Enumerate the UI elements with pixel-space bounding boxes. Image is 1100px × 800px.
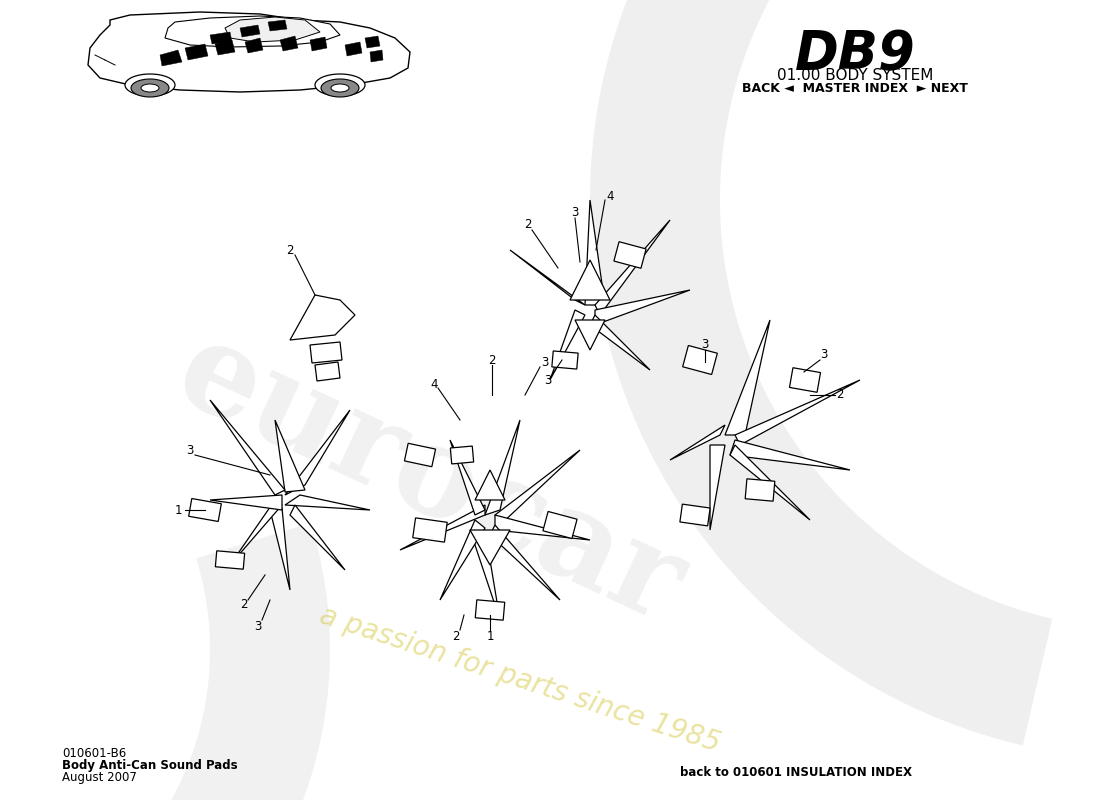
Polygon shape [680,504,711,526]
Text: 3: 3 [541,355,549,369]
Polygon shape [230,500,282,565]
Polygon shape [570,260,611,300]
Polygon shape [485,420,520,515]
Polygon shape [275,420,305,492]
Text: Body Anti-Can Sound Pads: Body Anti-Can Sound Pads [62,759,238,772]
Polygon shape [280,36,298,51]
Polygon shape [585,200,605,305]
Polygon shape [365,36,380,48]
Polygon shape [440,520,485,600]
Polygon shape [614,242,646,268]
Polygon shape [310,37,327,51]
Polygon shape [450,440,485,515]
Ellipse shape [141,84,160,92]
Text: 3: 3 [544,374,552,386]
Polygon shape [590,315,650,370]
Polygon shape [470,530,500,620]
Text: back to 010601 INSULATION INDEX: back to 010601 INSULATION INDEX [680,766,912,779]
Polygon shape [475,470,505,500]
Polygon shape [160,50,182,66]
Polygon shape [710,445,725,530]
Text: 3: 3 [186,443,194,457]
Polygon shape [412,518,448,542]
Text: 2: 2 [836,389,844,402]
Polygon shape [240,25,260,37]
Ellipse shape [125,74,175,96]
Polygon shape [510,250,585,305]
Polygon shape [745,479,774,501]
Polygon shape [210,32,232,44]
Polygon shape [595,290,690,325]
Polygon shape [725,320,770,435]
Polygon shape [315,362,340,381]
Polygon shape [285,410,350,495]
Polygon shape [189,498,221,522]
Text: eurocar: eurocar [158,310,702,650]
Polygon shape [590,0,1053,746]
Polygon shape [683,346,717,374]
Text: 2: 2 [240,598,248,611]
Polygon shape [790,368,821,392]
Text: a passion for parts since 1985: a passion for parts since 1985 [316,602,724,758]
Text: 1: 1 [486,630,494,642]
Polygon shape [730,440,850,470]
Ellipse shape [131,79,169,97]
Polygon shape [310,342,342,363]
Polygon shape [0,523,330,800]
Text: 3: 3 [571,206,579,219]
Text: 3: 3 [702,338,708,351]
Polygon shape [543,511,578,538]
Polygon shape [595,220,670,315]
Polygon shape [400,505,485,550]
Polygon shape [670,425,725,460]
Text: 4: 4 [606,190,614,202]
Text: 2: 2 [525,218,531,231]
Polygon shape [405,443,436,466]
Ellipse shape [315,74,365,96]
Text: 4: 4 [430,378,438,390]
Polygon shape [165,16,340,47]
Text: 3: 3 [254,621,262,634]
Polygon shape [552,351,579,369]
Polygon shape [285,495,370,510]
Text: DB9: DB9 [794,28,915,80]
Ellipse shape [321,79,359,97]
Polygon shape [735,380,860,445]
Polygon shape [226,17,320,42]
Polygon shape [345,42,362,56]
Text: 01.00 BODY SYSTEM: 01.00 BODY SYSTEM [777,68,933,83]
Polygon shape [268,20,287,31]
Polygon shape [575,320,605,350]
Polygon shape [495,450,580,525]
Polygon shape [210,400,285,495]
Polygon shape [450,446,474,464]
Polygon shape [270,508,290,590]
Text: 1: 1 [174,503,182,517]
Text: 010601-B6: 010601-B6 [62,747,126,760]
Polygon shape [370,50,383,62]
Polygon shape [245,38,263,53]
Polygon shape [214,40,235,55]
Text: 2: 2 [286,243,294,257]
Text: August 2007: August 2007 [62,771,136,784]
Text: BACK ◄  MASTER INDEX  ► NEXT: BACK ◄ MASTER INDEX ► NEXT [742,82,968,95]
Polygon shape [470,530,510,565]
Polygon shape [495,515,590,540]
Polygon shape [290,295,355,340]
Ellipse shape [331,84,349,92]
Polygon shape [290,505,345,570]
Polygon shape [730,445,810,520]
Polygon shape [216,551,244,569]
Text: 3: 3 [821,349,827,362]
Polygon shape [550,310,585,380]
Polygon shape [490,525,560,600]
Polygon shape [210,495,282,510]
Polygon shape [88,12,410,92]
Polygon shape [475,600,505,620]
Text: 2: 2 [452,630,460,642]
Text: 2: 2 [488,354,496,366]
Polygon shape [185,44,208,60]
